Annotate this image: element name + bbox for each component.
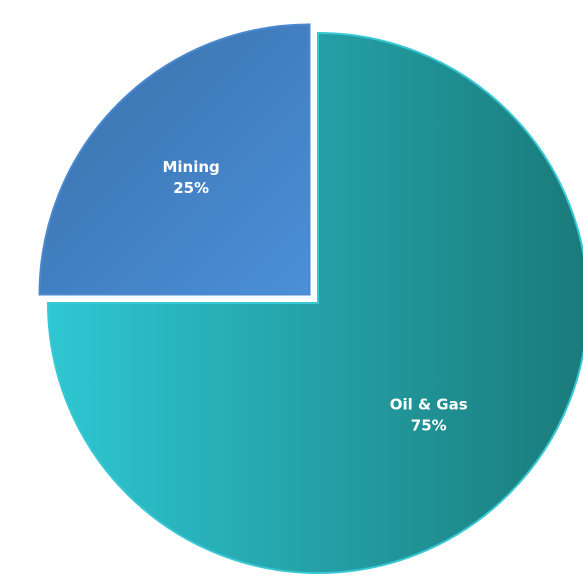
slice-value-oil-gas: 75% [411, 417, 447, 435]
slice-label-oil-gas: Oil & Gas [390, 396, 468, 414]
slice-label-mining: Mining [162, 158, 219, 176]
slice-mining [38, 23, 311, 296]
slice-value-mining: 25% [173, 179, 209, 197]
slice-oil-gas [46, 31, 583, 574]
